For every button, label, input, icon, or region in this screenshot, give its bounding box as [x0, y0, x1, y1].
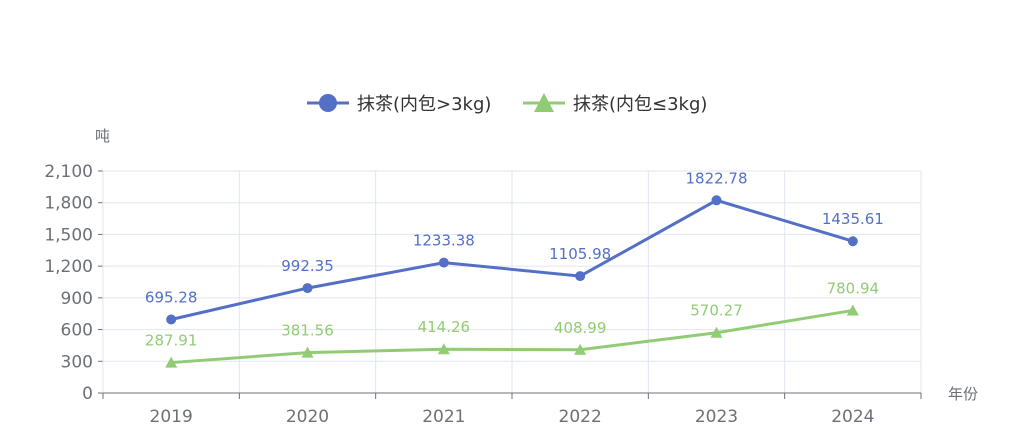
y-tick-label: 1,200 [44, 257, 93, 277]
legend-label: 抹茶(内包≤3kg) [573, 94, 707, 115]
series-line-1 [171, 308, 854, 365]
y-tick-label: 600 [61, 321, 93, 341]
y-tick-label: 2,100 [44, 162, 93, 182]
legend-triangle-icon [534, 93, 554, 112]
x-axis-label: 年份 [948, 385, 978, 403]
legend-circle-icon [319, 94, 337, 112]
data-label: 408.99 [554, 319, 607, 337]
series-line-0 [170, 198, 854, 321]
data-point [166, 314, 177, 325]
y-tick-label: 1,800 [44, 194, 93, 214]
y-tick-label: 0 [82, 384, 93, 404]
x-tick-label: 2022 [559, 407, 602, 427]
data-label: 287.91 [145, 332, 198, 350]
data-point [437, 343, 450, 355]
data-point [710, 326, 723, 338]
data-label: 992.35 [281, 257, 334, 275]
y-tick-label: 300 [61, 352, 93, 372]
data-point [438, 257, 449, 268]
data-label: 1435.61 [822, 210, 884, 228]
data-point [301, 346, 314, 358]
data-point [574, 343, 587, 355]
data-label: 381.56 [281, 322, 334, 340]
data-label: 570.27 [690, 302, 743, 320]
y-tick-label: 900 [61, 289, 93, 309]
x-tick-label: 2021 [422, 407, 465, 427]
data-point [846, 304, 859, 316]
y-tick-label: 1,500 [44, 225, 93, 245]
legend-label: 抹茶(内包>3kg) [357, 94, 491, 115]
data-label: 414.26 [418, 318, 471, 336]
y-axis-label: 吨 [95, 127, 110, 145]
data-label: 1233.38 [413, 232, 475, 250]
data-label: 780.94 [827, 279, 880, 297]
data-label: 1105.98 [549, 245, 611, 263]
x-tick-label: 2020 [286, 407, 329, 427]
data-point [711, 195, 722, 206]
x-tick-label: 2019 [150, 407, 193, 427]
x-tick-label: 2024 [831, 407, 874, 427]
data-point [575, 271, 586, 282]
x-tick-label: 2023 [695, 407, 738, 427]
data-point [847, 236, 858, 247]
data-point [165, 356, 178, 368]
data-label: 695.28 [145, 288, 198, 306]
data-point [302, 283, 313, 294]
data-label: 1822.78 [685, 169, 747, 187]
